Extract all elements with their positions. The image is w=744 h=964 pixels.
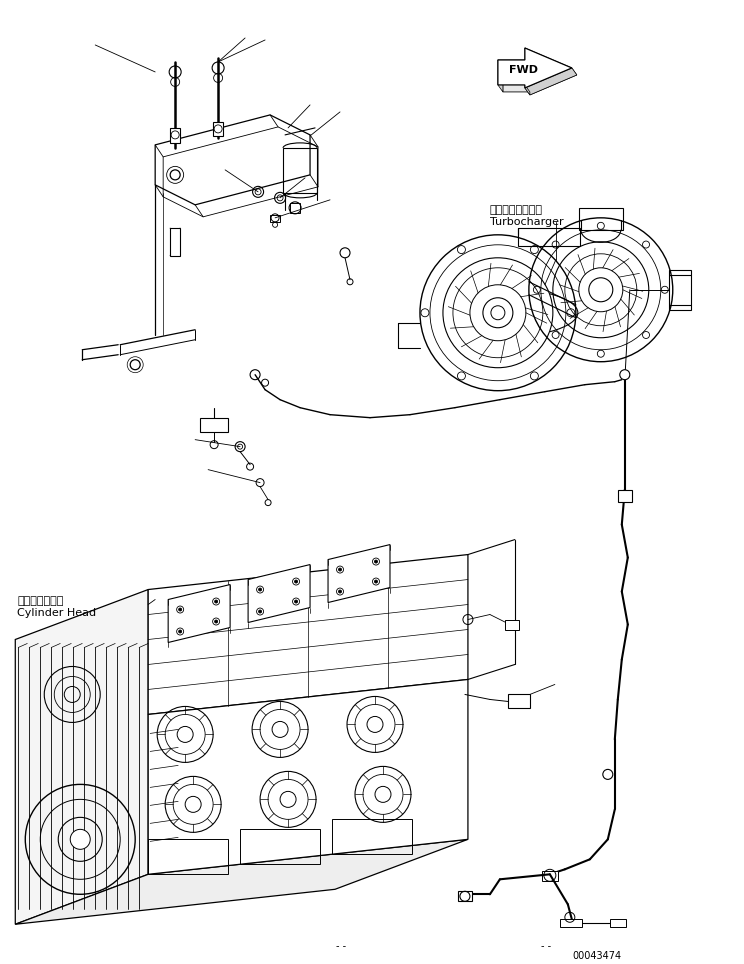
Circle shape [179,630,182,633]
Polygon shape [498,60,503,92]
Bar [508,694,530,709]
Bar [579,208,623,229]
Polygon shape [525,85,530,94]
Bar [170,128,180,143]
Polygon shape [525,48,530,67]
Bar [669,270,690,309]
Circle shape [280,791,296,808]
Circle shape [177,727,193,742]
Polygon shape [525,67,577,94]
Circle shape [214,600,218,603]
Circle shape [272,721,288,737]
Circle shape [295,600,298,603]
Bar [170,228,180,255]
Circle shape [367,716,383,733]
Polygon shape [525,48,577,75]
Bar [213,121,223,136]
Text: - -: - - [336,941,346,951]
Text: Cylinder Head: Cylinder Head [17,607,97,618]
Bar [458,892,472,901]
Circle shape [259,610,262,613]
Bar [270,215,280,222]
Bar [200,417,228,432]
Circle shape [259,588,262,591]
Bar [240,829,320,865]
Polygon shape [328,545,390,602]
Text: ターボチャージャ: ターボチャージャ [490,204,543,215]
Circle shape [339,568,341,571]
Polygon shape [498,60,530,67]
Circle shape [70,829,90,849]
Circle shape [295,580,298,583]
Text: Turbocharger: Turbocharger [490,217,563,227]
Polygon shape [498,48,572,88]
Circle shape [375,787,391,802]
Polygon shape [168,584,230,642]
Polygon shape [148,554,468,714]
Bar [618,490,632,501]
Text: シリンダヘッド: シリンダヘッド [17,596,64,605]
Text: FWD: FWD [509,65,538,75]
Text: 00043474: 00043474 [573,951,622,961]
Circle shape [374,560,377,563]
Polygon shape [16,590,148,924]
Polygon shape [248,565,310,623]
Circle shape [185,796,201,813]
Polygon shape [503,55,577,94]
Bar [290,202,300,213]
Circle shape [179,608,182,611]
Bar [559,920,582,927]
Polygon shape [148,680,468,874]
Bar [505,620,519,629]
Bar [542,871,558,881]
Text: - -: - - [541,941,551,951]
Circle shape [374,580,377,583]
Bar [610,920,626,927]
Polygon shape [16,840,468,924]
Bar [518,228,580,246]
Bar [332,819,412,854]
Bar [283,147,317,193]
Circle shape [214,620,218,623]
Bar [148,840,228,874]
Circle shape [339,590,341,593]
Circle shape [620,370,630,380]
